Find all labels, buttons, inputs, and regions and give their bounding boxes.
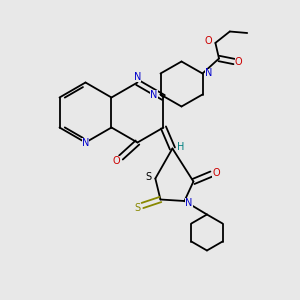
Text: S: S — [135, 203, 141, 213]
Text: N: N — [185, 197, 193, 208]
Text: N: N — [134, 72, 141, 82]
Text: S: S — [146, 172, 152, 182]
Text: O: O — [205, 35, 213, 46]
Text: H: H — [177, 142, 184, 152]
Text: O: O — [212, 167, 220, 178]
Text: N: N — [82, 137, 89, 148]
Text: N: N — [150, 89, 158, 100]
Text: O: O — [112, 156, 120, 166]
Text: O: O — [235, 57, 242, 68]
Text: N: N — [206, 68, 213, 79]
